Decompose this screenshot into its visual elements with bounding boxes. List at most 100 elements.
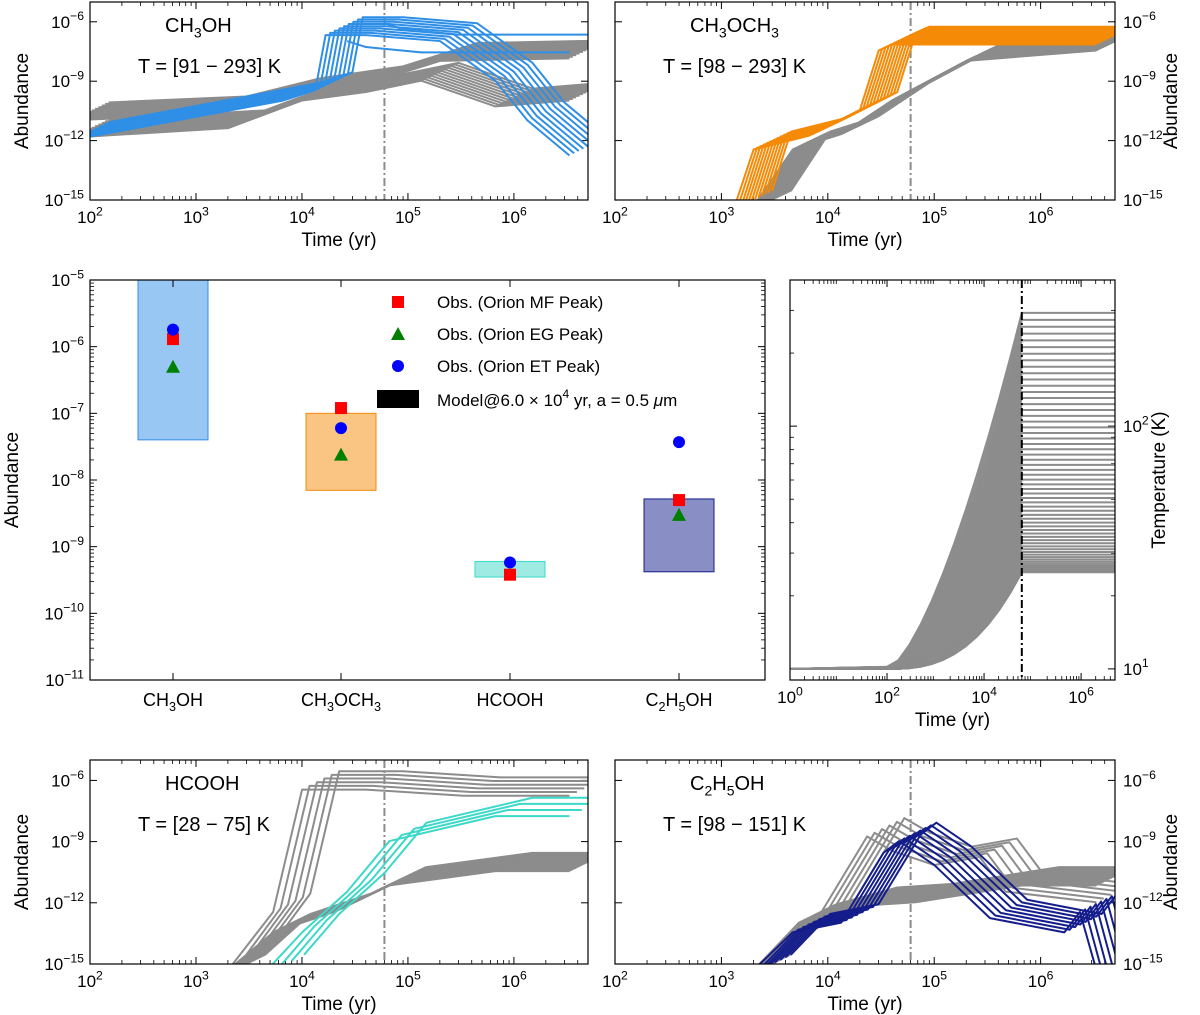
summary-panel: 10−5 10−6 10−7 10−8 10−9 10−10 10−11 CH3OH CH3OC… xyxy=(2,267,766,714)
plot-frame xyxy=(89,759,589,965)
obs-marker-triangle xyxy=(672,507,686,521)
series-1-line xyxy=(108,39,588,104)
x-tick-label: 102 xyxy=(77,204,103,227)
obs-marker-square xyxy=(673,494,685,507)
x-tick-label: 105 xyxy=(921,968,947,991)
series-0-line xyxy=(767,42,1111,200)
y-tick-label: 10−9 xyxy=(1123,829,1156,852)
legend-model-swatch xyxy=(377,390,419,408)
series-1-line xyxy=(830,824,1115,922)
y-tick-label: 10−15 xyxy=(1123,951,1163,974)
series-0-line xyxy=(789,33,1115,192)
y-tick-label: 102 xyxy=(1123,413,1149,436)
series-1-line xyxy=(757,32,1115,198)
series-1-line xyxy=(754,33,1115,200)
temperature-range-label: T = [28 − 75] K xyxy=(138,814,271,836)
series-0-line xyxy=(784,35,1115,195)
series-3-line xyxy=(346,40,570,54)
x-axis-label: Time (yr) xyxy=(827,230,902,251)
obs-marker-triangle xyxy=(334,447,348,461)
y-tick-label: 10−9 xyxy=(51,534,84,557)
temperature-curves xyxy=(790,280,1115,680)
x-tick-label: 106 xyxy=(501,204,527,227)
series-0-line xyxy=(786,34,1115,194)
series-2-line xyxy=(766,834,1107,964)
panel-title: C2H5OH xyxy=(690,773,765,799)
legend: Obs. (Orion MF Peak) Obs. (Orion EG Peak)… xyxy=(377,293,677,410)
legend-model-label: Model@6.0 × 104 yr, a = 0.5 μm xyxy=(437,387,677,410)
x-tick-label: 103 xyxy=(709,968,735,991)
plot-frame xyxy=(789,279,1116,681)
y-tick-label: 10−6 xyxy=(51,9,84,32)
y-axis-label: Abundance xyxy=(2,432,23,528)
series-1-line xyxy=(264,770,588,956)
series-1-line xyxy=(838,820,1115,919)
y-tick-label: 10−12 xyxy=(44,128,84,151)
ch3oh-panel: 102 103 104 105 106 10−6 10−9 10−12 10−15 Time (y… xyxy=(12,1,589,251)
x-axis-label: Time (yr) xyxy=(301,994,376,1015)
y-tick-label: 10−6 xyxy=(1123,9,1156,32)
temperature-range-label: T = [98 − 293] K xyxy=(663,56,807,78)
series-1-line xyxy=(760,30,1115,197)
category-label: CH3OH xyxy=(143,690,203,714)
series-0-line xyxy=(766,43,1109,200)
series-0-line xyxy=(770,40,1115,200)
series-0-line xyxy=(90,78,573,137)
y-tick-label: 10−12 xyxy=(1123,890,1163,913)
series-0-line xyxy=(768,42,1112,200)
x-tick-label: 105 xyxy=(921,204,947,227)
temperature-curve xyxy=(790,311,1115,670)
series-0-line xyxy=(782,36,1115,196)
series-2-line xyxy=(758,840,1096,964)
x-tick-label: 104 xyxy=(289,204,315,227)
series-0-line xyxy=(264,851,588,956)
x-tick-label: 103 xyxy=(183,204,209,227)
series-0-line xyxy=(90,74,580,134)
y-tick-label: 10−9 xyxy=(51,829,84,852)
y-tick-label: 10−9 xyxy=(51,69,84,92)
x-tick-label: 104 xyxy=(815,204,841,227)
series-2-line xyxy=(271,815,570,964)
x-tick-label: 105 xyxy=(395,204,421,227)
series-2-line xyxy=(280,809,582,964)
series-0-line xyxy=(90,79,570,138)
category-label: HCOOH xyxy=(477,690,544,710)
series-0-line xyxy=(778,37,1115,198)
x-tick-label: 106 xyxy=(1028,968,1054,991)
obs-marker-square xyxy=(504,568,516,581)
legend-marker-square xyxy=(392,296,404,308)
obs-marker-circle xyxy=(673,436,685,449)
y-tick-label: 10−7 xyxy=(51,401,84,424)
ch3och3-panel: 102 103 104 105 106 10−6 10−9 10−12 10−15 Time (y… xyxy=(602,1,1182,251)
x-tick-label: 104 xyxy=(289,968,315,991)
obs-marker-circle xyxy=(504,556,516,569)
series-0-line xyxy=(783,35,1115,195)
legend-entry-label: Obs. (Orion EG Peak) xyxy=(437,325,603,344)
x-tick-label: 102 xyxy=(874,684,900,707)
legend-marker-triangle xyxy=(391,327,405,340)
series-2-line xyxy=(303,796,588,956)
y-tick-label: 10−12 xyxy=(1123,128,1163,151)
series-0-line xyxy=(790,866,1115,956)
series-1-line xyxy=(105,41,588,106)
y-tick-label: 10−15 xyxy=(44,951,84,974)
series-1-line xyxy=(815,831,1104,930)
category-label: CH3OCH3 xyxy=(301,690,381,714)
x-tick-label: 102 xyxy=(602,968,628,991)
series-2-line xyxy=(779,826,1115,961)
x-tick-label: 100 xyxy=(777,684,803,707)
temperature-range-label: T = [98 − 151] K xyxy=(663,814,807,836)
plot-frame xyxy=(89,1,589,201)
x-tick-label: 102 xyxy=(77,968,103,991)
obs-marker-triangle xyxy=(166,359,180,373)
y-axis-label: Abundance xyxy=(12,814,33,910)
series-0-line xyxy=(779,37,1115,197)
series-0-line xyxy=(767,43,1110,200)
temperature-panel: 100 102 104 106 101 102 Time (yr) Temperature (… xyxy=(777,279,1170,731)
series-0-line xyxy=(90,71,587,131)
series-0-line xyxy=(777,38,1115,198)
series-0-line xyxy=(108,61,588,121)
series-1-line xyxy=(764,28,1115,195)
series-3-line xyxy=(384,22,588,36)
